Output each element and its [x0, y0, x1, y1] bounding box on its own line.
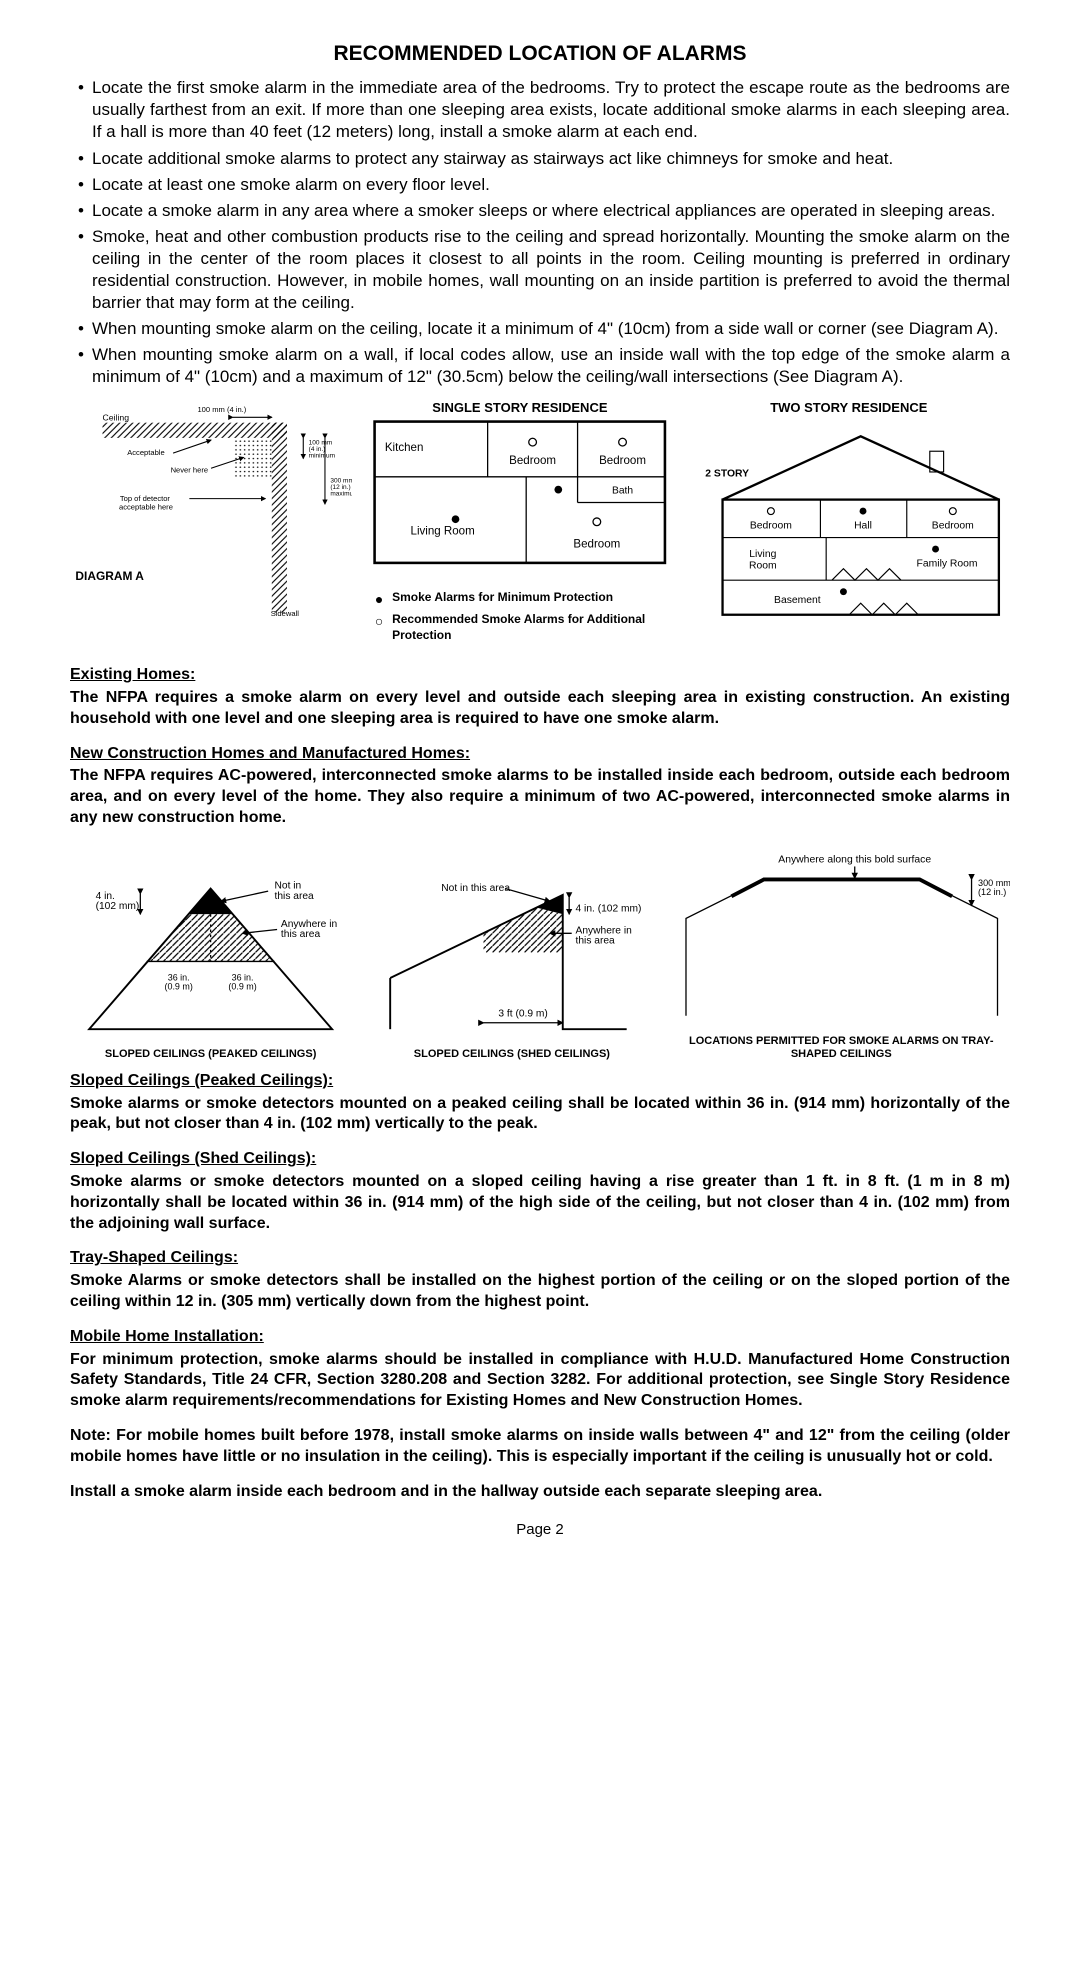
legend-rec: ○Recommended Smoke Alarms for Additional… — [372, 612, 668, 643]
section-tray: Tray-Shaped Ceilings: Smoke Alarms or sm… — [70, 1248, 1010, 1312]
bullet-item: Locate the first smoke alarm in the imme… — [70, 77, 1010, 143]
svg-text:4 in. (102 mm): 4 in. (102 mm) — [576, 903, 642, 914]
svg-text:Never here: Never here — [171, 465, 208, 474]
svg-text:3 ft (0.9 m): 3 ft (0.9 m) — [499, 1008, 548, 1019]
diagram-caption: SLOPED CEILINGS (PEAKED CEILINGS) — [70, 1048, 351, 1061]
svg-text:Ceiling: Ceiling — [103, 412, 130, 422]
svg-text:Top of detector accept: Top of detector acceptable here — [119, 493, 173, 511]
peaked-diagram: Not inthis area Anywhere inthis area 4 i… — [70, 863, 351, 1061]
final-note: Install a smoke alarm inside each bedroo… — [70, 1482, 1010, 1503]
section-heading: New Construction Homes and Manufactured … — [70, 744, 1010, 765]
bullet-item: Locate a smoke alarm in any area where a… — [70, 200, 1010, 222]
tray-diagram: Anywhere along this bold surface 300 mm(… — [673, 847, 1011, 1061]
svg-text:Bedroom: Bedroom — [931, 520, 973, 531]
section-heading: Mobile Home Installation: — [70, 1327, 1010, 1348]
svg-text:Sidewall: Sidewall — [271, 608, 300, 617]
diagram-caption: LOCATIONS PERMITTED FOR SMOKE ALARMS ON … — [673, 1035, 1011, 1061]
section-heading: Sloped Ceilings (Peaked Ceilings): — [70, 1071, 1010, 1092]
svg-text:Anywhere inthis area: Anywhere inthis area — [576, 925, 633, 946]
section-text: Smoke alarms or smoke detectors mounted … — [70, 1094, 1010, 1136]
legend-min: ●Smoke Alarms for Minimum Protection — [372, 590, 668, 608]
floorplan-diagram: SINGLE STORY RESIDENCE Kitchen Bedroom B… — [372, 401, 668, 648]
svg-text:LivingRoom: LivingRoom — [749, 549, 777, 572]
svg-text:300 mm(12 in.): 300 mm(12 in.) — [978, 878, 1010, 897]
svg-text:Living Room: Living Room — [411, 525, 475, 537]
svg-text:100 mm (4 in.): 100 mm (4 in.) — [197, 404, 246, 413]
section-text: The NFPA requires AC-powered, interconne… — [70, 766, 1010, 828]
house-title-text: TWO STORY RESIDENCE — [770, 400, 927, 415]
svg-text:Anywhere along this bold surfa: Anywhere along this bold surface — [778, 854, 931, 865]
bullet-item: Smoke, heat and other combustion product… — [70, 226, 1010, 314]
section-heading: Existing Homes: — [70, 665, 1010, 686]
svg-text:4 in.(102 mm): 4 in.(102 mm) — [96, 891, 140, 912]
svg-text:Family Room: Family Room — [916, 558, 977, 569]
svg-text:Not inthis area: Not inthis area — [275, 880, 315, 901]
svg-text:36 in.(0.9 m): 36 in.(0.9 m) — [165, 972, 193, 991]
bullet-item: Locate additional smoke alarms to protec… — [70, 148, 1010, 170]
mobile-note: Note: For mobile homes built before 1978… — [70, 1426, 1010, 1468]
bullet-item: When mounting smoke alarm on the ceiling… — [70, 318, 1010, 340]
section-peaked: Sloped Ceilings (Peaked Ceilings): Smoke… — [70, 1071, 1010, 1135]
svg-text:300 mm(12 in.)maximum: 300 mm(12 in.)maximum — [330, 477, 352, 497]
svg-text:Bath: Bath — [612, 485, 633, 496]
section-shed: Sloped Ceilings (Shed Ceilings): Smoke a… — [70, 1149, 1010, 1234]
bullet-list: Locate the first smoke alarm in the imme… — [70, 77, 1010, 388]
svg-text:DIAGRAM A: DIAGRAM A — [75, 569, 144, 583]
svg-text:Bedroom: Bedroom — [509, 455, 556, 467]
bullet-item: Locate at least one smoke alarm on every… — [70, 174, 1010, 196]
section-heading: Tray-Shaped Ceilings: — [70, 1248, 1010, 1269]
bullet-item: When mounting smoke alarm on a wall, if … — [70, 344, 1010, 388]
svg-text:Basement: Basement — [774, 595, 821, 606]
diagram-caption: SLOPED CEILINGS (SHED CEILINGS) — [371, 1048, 652, 1061]
section-text: Smoke Alarms or smoke detectors shall be… — [70, 1271, 1010, 1313]
svg-text:Bedroom: Bedroom — [599, 455, 646, 467]
section-text: Smoke alarms or smoke detectors mounted … — [70, 1172, 1010, 1234]
shed-diagram: Not in this area 4 in. (102 mm) Anywhere… — [371, 863, 652, 1061]
svg-text:36 in.(0.9 m): 36 in.(0.9 m) — [228, 972, 256, 991]
svg-text:Not in this area: Not in this area — [442, 883, 511, 894]
section-newcon: New Construction Homes and Manufactured … — [70, 744, 1010, 829]
house-diagram: TWO STORY RESIDENCE 2 STORY Bedroom Hall… — [688, 401, 1010, 627]
svg-text:Bedroom: Bedroom — [574, 538, 621, 550]
section-heading: Sloped Ceilings (Shed Ceilings): — [70, 1149, 1010, 1170]
svg-text:2 STORY: 2 STORY — [705, 468, 749, 479]
svg-text:100 mm(4 in.)minimum: 100 mm(4 in.)minimum — [309, 439, 335, 459]
section-text: For minimum protection, smoke alarms sho… — [70, 1350, 1010, 1412]
section-existing: Existing Homes: The NFPA requires a smok… — [70, 665, 1010, 729]
section-text: The NFPA requires a smoke alarm on every… — [70, 688, 1010, 730]
diagram-a: 100 mm (4 in.) Ceiling Acceptable Never … — [70, 401, 352, 618]
svg-text:Acceptable: Acceptable — [127, 448, 165, 457]
svg-text:Hall: Hall — [854, 520, 872, 531]
section-mobile: Mobile Home Installation: For minimum pr… — [70, 1327, 1010, 1412]
svg-text:Anywhere inthis area: Anywhere inthis area — [281, 919, 338, 940]
page-number: Page 2 — [70, 1520, 1010, 1540]
page-title: RECOMMENDED LOCATION OF ALARMS — [70, 40, 1010, 67]
floorplan-title-text: SINGLE STORY RESIDENCE — [432, 400, 607, 415]
svg-text:Bedroom: Bedroom — [749, 520, 791, 531]
svg-text:Kitchen: Kitchen — [385, 442, 424, 454]
